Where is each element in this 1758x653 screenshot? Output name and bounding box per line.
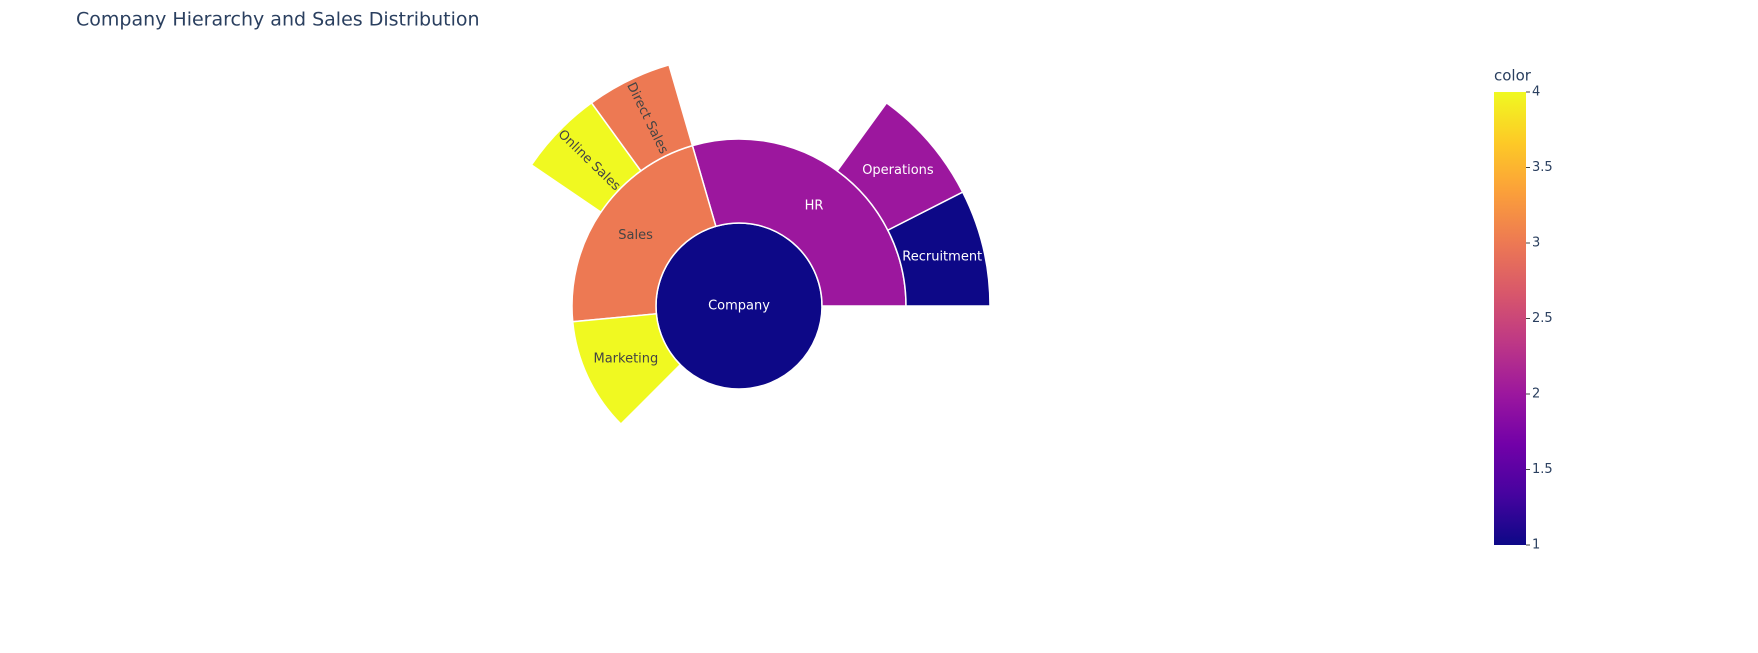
colorbar-tick-label: 1 bbox=[1532, 538, 1540, 553]
sunburst-segment bbox=[530, 101, 642, 214]
colorbar bbox=[1494, 92, 1526, 545]
colorbar-title: color bbox=[1494, 67, 1532, 85]
colorbar-tick-label: 2 bbox=[1532, 387, 1540, 402]
colorbar-tick-label: 4 bbox=[1532, 85, 1540, 100]
colorbar-tick-label: 3 bbox=[1532, 236, 1540, 251]
sunburst-label: Company bbox=[708, 299, 770, 314]
sunburst-label: Marketing bbox=[593, 352, 658, 367]
sunburst-segment bbox=[836, 101, 964, 232]
sunburst-segment bbox=[571, 312, 682, 426]
sunburst-label: Sales bbox=[618, 228, 653, 243]
colorbar-tick-label: 1.5 bbox=[1532, 462, 1553, 477]
colorbar-tick-label: 2.5 bbox=[1532, 311, 1553, 326]
chart-title: Company Hierarchy and Sales Distribution bbox=[76, 9, 480, 31]
sunburst-label: HR bbox=[805, 199, 824, 214]
colorbar-tick-label: 3.5 bbox=[1532, 160, 1553, 175]
sunburst-label: Recruitment bbox=[902, 250, 982, 265]
sunburst-label: Operations bbox=[862, 163, 934, 178]
